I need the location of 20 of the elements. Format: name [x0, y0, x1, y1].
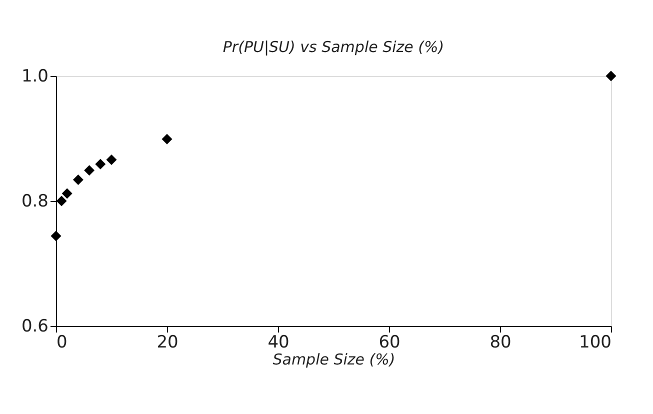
- x-tick-label: 40: [268, 332, 290, 352]
- point: [72, 174, 84, 185]
- point: [62, 188, 72, 199]
- point: [106, 154, 117, 165]
- x-axis-title: Sample Size (%): [272, 350, 396, 368]
- point: [50, 230, 62, 242]
- point: [56, 196, 67, 206]
- point: [84, 165, 95, 176]
- x-tick-label: 20: [156, 332, 178, 352]
- x-tick-label: 60: [378, 332, 400, 352]
- y-tick-label: 1.0: [21, 66, 48, 86]
- point: [95, 158, 106, 170]
- y-tick-label: 0.8: [21, 192, 48, 212]
- point: [162, 134, 172, 144]
- y-tick-label: 0.6: [21, 316, 48, 336]
- chart-title: Pr(PU|SU) vs Sample Size (%): [222, 38, 444, 56]
- point: [606, 70, 616, 82]
- x-tick-label: 80: [490, 332, 512, 352]
- x-tick-label: 0: [56, 332, 68, 352]
- x-tick-label: 100: [579, 332, 612, 352]
